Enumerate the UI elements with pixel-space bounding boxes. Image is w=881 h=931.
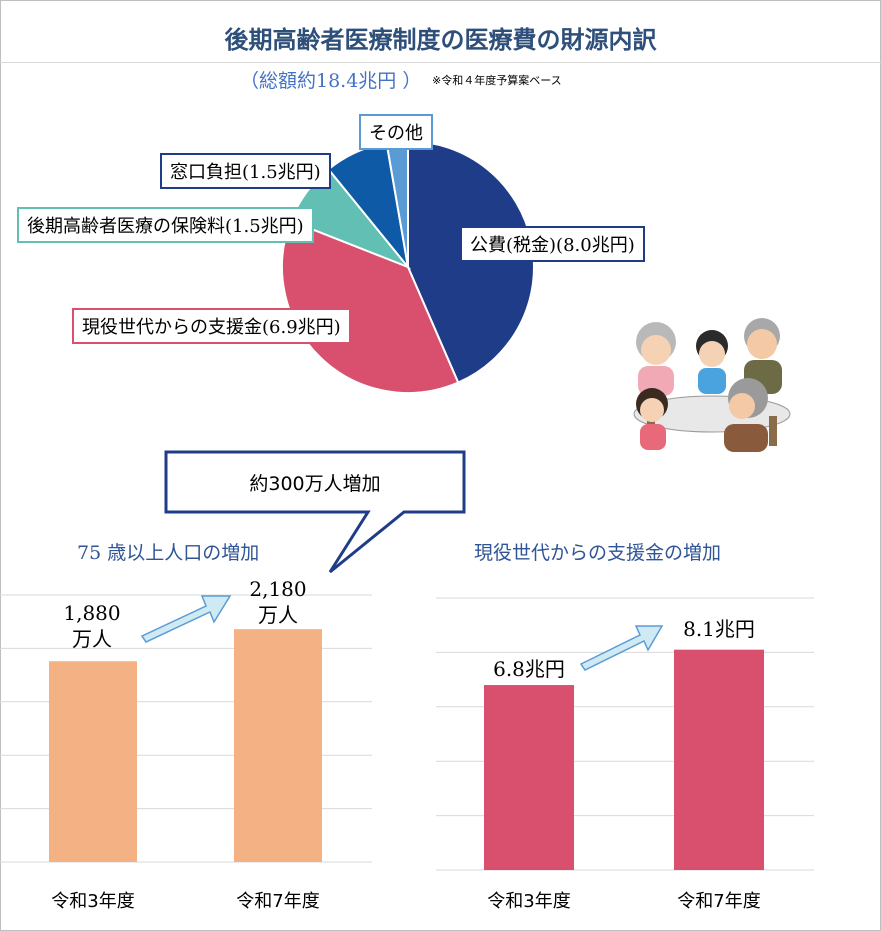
support-r3-value: 6.8兆円 xyxy=(469,656,589,682)
support-category-r7: 令和7年度 xyxy=(677,891,761,912)
population-r7-value-unit: 万人 xyxy=(258,603,298,627)
population-r7-value: 2,180 万人 xyxy=(228,576,328,628)
page-title: 後期高齢者医療制度の医療費の財源内訳 xyxy=(224,26,657,54)
population-trend-arrow xyxy=(140,595,232,643)
population-r7-value-number: 2,180 xyxy=(249,577,307,601)
population-r3-value-unit: 万人 xyxy=(72,627,112,651)
support-chart-title: 現役世代からの支援金の増加 xyxy=(474,542,722,564)
total-amount-subtitle: （総額約18.4兆円 ） xyxy=(240,70,422,92)
support-r7-value: 8.1兆円 xyxy=(659,616,779,642)
support-trend-arrow xyxy=(579,625,664,671)
support-r7-value-number: 8.1兆円 xyxy=(683,617,755,641)
pie-label-support: 現役世代からの支援金(6.9兆円) xyxy=(72,308,351,344)
pie-label-other: その他 xyxy=(359,114,433,150)
support-bar-2 xyxy=(674,649,764,870)
population-r3-value: 1,880 万人 xyxy=(42,600,142,652)
population-chart-title: 75 歳以上人口の増加 xyxy=(77,542,260,564)
population-category-r7: 令和7年度 xyxy=(236,891,320,912)
population-category-r3: 令和3年度 xyxy=(51,891,135,912)
population-bar-1 xyxy=(49,661,137,862)
population-bar-2 xyxy=(234,629,322,862)
title-divider xyxy=(0,62,881,63)
population-r3-value-number: 1,880 xyxy=(63,601,121,625)
family-illustration xyxy=(633,318,791,452)
pie-label-public: 公費(税金)(8.0兆円) xyxy=(460,226,645,262)
support-category-r3: 令和3年度 xyxy=(487,891,571,912)
pie-slice-support xyxy=(280,219,460,394)
pie-label-premium: 後期高齢者医療の保険料(1.5兆円) xyxy=(17,207,314,243)
support-bar-1 xyxy=(484,685,574,870)
support-r3-value-number: 6.8兆円 xyxy=(493,657,565,681)
callout-text: 約300万人増加 xyxy=(249,473,380,495)
pie-label-copay: 窓口負担(1.5兆円) xyxy=(160,153,331,189)
budget-basis-note: ※令和４年度予算案ベース xyxy=(432,74,562,87)
